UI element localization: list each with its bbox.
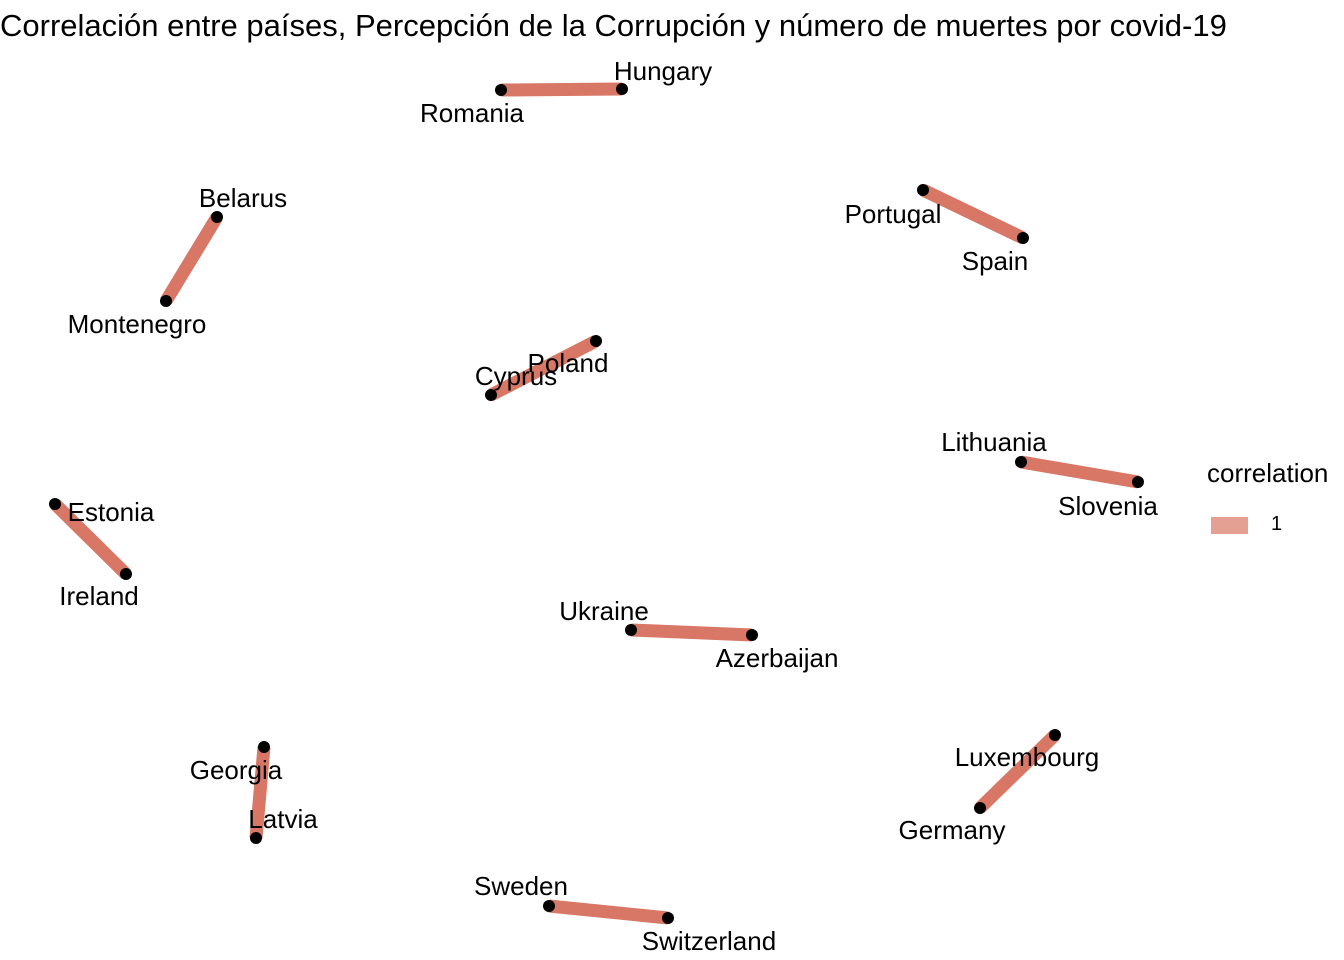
node-belarus [211,211,223,223]
edge-belarus-montenegro [160,213,223,305]
node-label-georgia: Georgia [190,755,283,785]
node-cyprus [485,389,497,401]
node-label-luxembourg: Luxembourg [955,742,1100,772]
edge-ukraine-azerbaijan [630,623,753,642]
node-label-romania: Romania [420,98,525,128]
node-label-slovenia: Slovenia [1058,491,1158,521]
node-lithuania [1015,456,1027,468]
node-romania [495,84,507,96]
edges-layer [50,82,1140,925]
node-label-poland: Poland [528,348,609,378]
node-ireland [120,568,132,580]
node-label-ukraine: Ukraine [559,596,649,626]
node-poland [590,335,602,347]
node-label-estonia: Estonia [68,497,155,527]
node-label-portugal: Portugal [845,199,942,229]
node-label-hungary: Hungary [614,56,712,86]
node-estonia [49,498,61,510]
edge-sweden-switzerland [548,899,669,925]
legend-key: 1 [1211,513,1344,539]
node-label-belarus: Belarus [199,183,287,213]
node-label-montenegro: Montenegro [68,309,207,339]
node-label-azerbaijan: Azerbaijan [716,643,839,673]
node-ukraine [625,624,637,636]
node-label-sweden: Sweden [474,871,568,901]
edge-cyprus-poland [488,335,599,401]
chart-title: Correlación entre países, Percepción de … [0,8,1227,43]
node-label-switzerland: Switzerland [642,926,776,956]
node-azerbaijan [746,629,758,641]
edge-georgia-latvia [249,746,271,839]
legend: correlation 1 [1207,458,1329,535]
node-label-ireland: Ireland [59,581,139,611]
node-label-germany: Germany [899,815,1006,845]
node-label-cyprus: Cyprus [475,361,557,391]
node-latvia [250,832,262,844]
legend-swatch [1211,517,1248,534]
legend-key-label: 1 [1271,513,1283,535]
node-luxembourg [1049,729,1061,741]
nodes-layer [49,83,1144,924]
node-slovenia [1132,476,1144,488]
node-montenegro [160,295,172,307]
edge-romania-hungary [500,82,623,97]
node-label-lithuania: Lithuania [941,427,1047,457]
node-label-spain: Spain [962,246,1029,276]
legend-title: correlation [1207,458,1329,488]
edge-luxembourg-germany [975,730,1060,813]
node-spain [1017,232,1029,244]
edge-estonia-ireland [50,499,131,579]
node-hungary [616,83,628,95]
node-georgia [258,741,270,753]
node-portugal [917,184,929,196]
node-sweden [543,900,555,912]
edge-portugal-spain [920,184,1026,244]
labels-layer: Romania Hungary Belarus Montenegro Portugal S… [59,56,1158,956]
edge-lithuania-slovenia [1019,455,1140,489]
node-switzerland [662,912,674,924]
node-germany [974,802,986,814]
node-label-latvia: Latvia [248,804,318,834]
